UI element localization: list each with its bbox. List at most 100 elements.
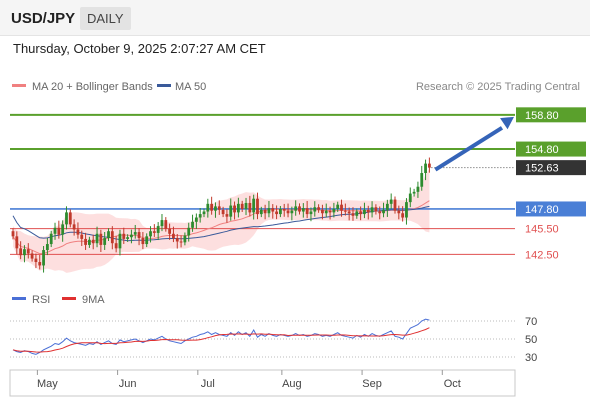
candle <box>294 200 298 216</box>
candle <box>321 204 324 220</box>
candle <box>424 159 427 181</box>
candle <box>366 205 370 220</box>
level-label-support: 142.50 <box>525 249 559 261</box>
rsi-tick-label: 30 <box>525 352 537 364</box>
candle <box>187 222 191 242</box>
candle <box>160 214 164 232</box>
candle <box>229 198 233 221</box>
candle <box>286 203 290 218</box>
x-tick-label: May <box>37 378 58 390</box>
x-tick-label: Sep <box>362 378 382 390</box>
candle <box>34 253 38 269</box>
candle <box>26 243 30 259</box>
candle <box>183 232 187 246</box>
candle <box>301 203 305 218</box>
candle <box>259 206 263 218</box>
candle <box>152 224 156 237</box>
level-label-current: 152.63 <box>525 163 559 175</box>
arrow-head <box>500 116 514 130</box>
candle <box>248 195 252 217</box>
chart-header: USD/JPY DAILY <box>0 0 590 36</box>
candle <box>401 206 405 222</box>
x-tick-label: Oct <box>444 378 461 390</box>
candle <box>214 202 217 218</box>
candle <box>198 208 202 223</box>
level-labels: 158.80 154.80 152.63 147.80 145.50 142.50 <box>516 107 586 261</box>
x-tick-label: Jun <box>119 378 137 390</box>
candle <box>38 254 42 270</box>
candle <box>11 228 15 240</box>
candle <box>103 231 107 250</box>
candle <box>363 202 366 219</box>
candle <box>149 226 152 243</box>
candle <box>110 226 114 250</box>
candle <box>118 229 122 256</box>
candle <box>393 196 397 214</box>
candle <box>340 199 343 217</box>
level-label-pivot: 147.80 <box>525 204 559 216</box>
candle <box>397 205 401 220</box>
level-tag-current <box>516 160 586 176</box>
candle <box>206 198 210 218</box>
rsi-line <box>12 318 430 355</box>
rsi-legend-swatch <box>12 297 26 300</box>
ma20-line <box>12 200 430 255</box>
level-tag-pivot <box>516 201 586 217</box>
candle <box>332 202 336 218</box>
candle <box>420 165 424 191</box>
candle <box>42 246 45 273</box>
candle <box>328 206 332 220</box>
candle <box>256 192 259 220</box>
candle <box>168 223 172 240</box>
candle <box>416 181 420 198</box>
candle <box>114 236 118 253</box>
candle <box>107 228 110 242</box>
candle <box>279 205 282 218</box>
timeframe-button[interactable]: DAILY <box>80 7 131 30</box>
candle <box>221 206 225 218</box>
candles <box>11 157 431 273</box>
candle <box>290 206 294 221</box>
candle <box>80 230 84 247</box>
level-tag-resistance <box>516 107 586 123</box>
candle <box>130 229 133 244</box>
x-axis-frame <box>9 369 516 397</box>
rsi-tick-label: 50 <box>525 334 537 346</box>
candle <box>23 245 26 263</box>
candle <box>275 205 278 220</box>
candle <box>236 197 240 218</box>
candle <box>156 222 160 241</box>
datetime-label: Thursday, October 9, 2025 2:07:27 AM CET <box>13 41 266 56</box>
candle <box>313 201 317 217</box>
candle <box>282 203 286 217</box>
rsi-legend-label: RSI <box>32 294 50 306</box>
candle <box>61 220 65 242</box>
level-label-support: 145.50 <box>525 224 559 236</box>
candle <box>233 201 236 220</box>
candle <box>72 219 76 236</box>
ma20-legend-swatch <box>12 84 26 87</box>
candle <box>99 229 103 253</box>
candle <box>15 231 19 255</box>
candle <box>194 213 198 229</box>
candle <box>408 187 412 208</box>
candle <box>240 200 244 212</box>
credit-label: Research © 2025 Trading Central <box>416 81 580 93</box>
candle <box>271 204 275 219</box>
candle <box>95 226 99 248</box>
candle <box>65 206 68 230</box>
candle <box>133 224 137 239</box>
candle <box>225 209 229 223</box>
candle <box>210 196 214 215</box>
rsi-tick-label: 70 <box>525 316 537 328</box>
candle <box>267 201 271 218</box>
candle <box>141 231 145 250</box>
candle <box>324 203 328 218</box>
candle <box>76 222 80 239</box>
candle <box>137 228 141 246</box>
target-arrow <box>434 116 514 172</box>
candle <box>351 207 355 221</box>
candle <box>427 157 431 173</box>
candle <box>347 207 351 221</box>
